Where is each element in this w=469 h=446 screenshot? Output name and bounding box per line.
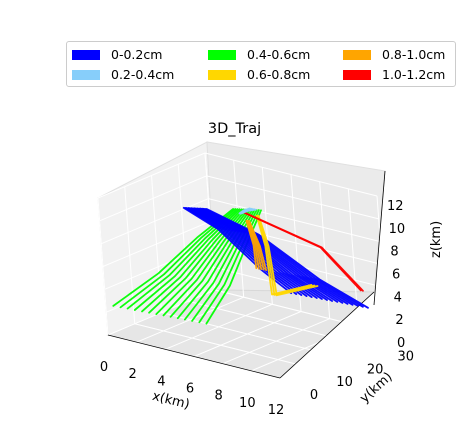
legend-label: 1.0-1.2cm: [382, 67, 445, 82]
legend-swatch: [208, 70, 236, 80]
z-tick-label: 12: [387, 199, 404, 214]
x-tick-label: 2: [129, 367, 137, 382]
legend: 0-0.2cm 0.2-0.4cm 0.4-0.6cm 0.6-0.8cm 0.…: [66, 41, 456, 87]
legend-label: 0.4-0.6cm: [247, 47, 310, 62]
x-tick-label: 10: [239, 396, 256, 411]
legend-swatch: [343, 50, 371, 60]
legend-entry: 0.4-0.6cm: [208, 47, 310, 62]
legend-swatch: [72, 50, 100, 60]
legend-entry: 0.6-0.8cm: [208, 67, 310, 82]
x-tick-label: 4: [157, 374, 165, 389]
axes-panes: [98, 142, 385, 378]
x-tick-label: 8: [215, 389, 223, 404]
chart-title: 3D_Traj: [0, 121, 469, 137]
legend-entry: 0-0.2cm: [72, 47, 162, 62]
z-tick-label: 8: [390, 245, 398, 260]
legend-label: 0.8-1.0cm: [382, 47, 445, 62]
legend-swatch: [208, 50, 236, 60]
z-tick-label: 6: [392, 268, 400, 283]
z-axis-label: z(km): [429, 221, 444, 258]
legend-entry: 0.2-0.4cm: [72, 67, 174, 82]
z-tick-label: 4: [394, 290, 402, 305]
legend-swatch: [72, 70, 100, 80]
x-tick-label: 6: [186, 382, 194, 397]
y-tick-label: 0: [310, 388, 318, 403]
legend-entry: 1.0-1.2cm: [343, 67, 445, 82]
y-tick-label: 10: [336, 375, 353, 390]
legend-label: 0-0.2cm: [111, 47, 162, 62]
legend-label: 0.6-0.8cm: [247, 67, 310, 82]
z-tick-label: 0: [397, 336, 405, 351]
legend-entry: 0.8-1.0cm: [343, 47, 445, 62]
z-tick-label: 10: [389, 222, 406, 237]
z-tick-label: 2: [395, 313, 403, 328]
x-tick-label: 12: [268, 403, 285, 418]
x-tick-label: 0: [100, 360, 108, 375]
y-tick-label: 30: [397, 349, 414, 364]
legend-label: 0.2-0.4cm: [111, 67, 174, 82]
legend-swatch: [343, 70, 371, 80]
